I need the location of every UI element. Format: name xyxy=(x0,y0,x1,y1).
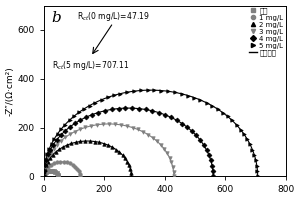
Legend: 空白, 1 mg/L, 2 mg/L, 3 mg/L, 4 mg/L, 5 mg/L, 拟合曲线: 空白, 1 mg/L, 2 mg/L, 3 mg/L, 4 mg/L, 5 mg… xyxy=(248,6,285,58)
Text: R$_{ct}$(0 mg/L)=47.19: R$_{ct}$(0 mg/L)=47.19 xyxy=(77,10,150,23)
Text: b: b xyxy=(51,11,61,25)
Y-axis label: -Z″/(Ω·cm²): -Z″/(Ω·cm²) xyxy=(6,66,15,116)
Text: R$_{ct}$(5 mg/L)=707.11: R$_{ct}$(5 mg/L)=707.11 xyxy=(52,59,129,72)
